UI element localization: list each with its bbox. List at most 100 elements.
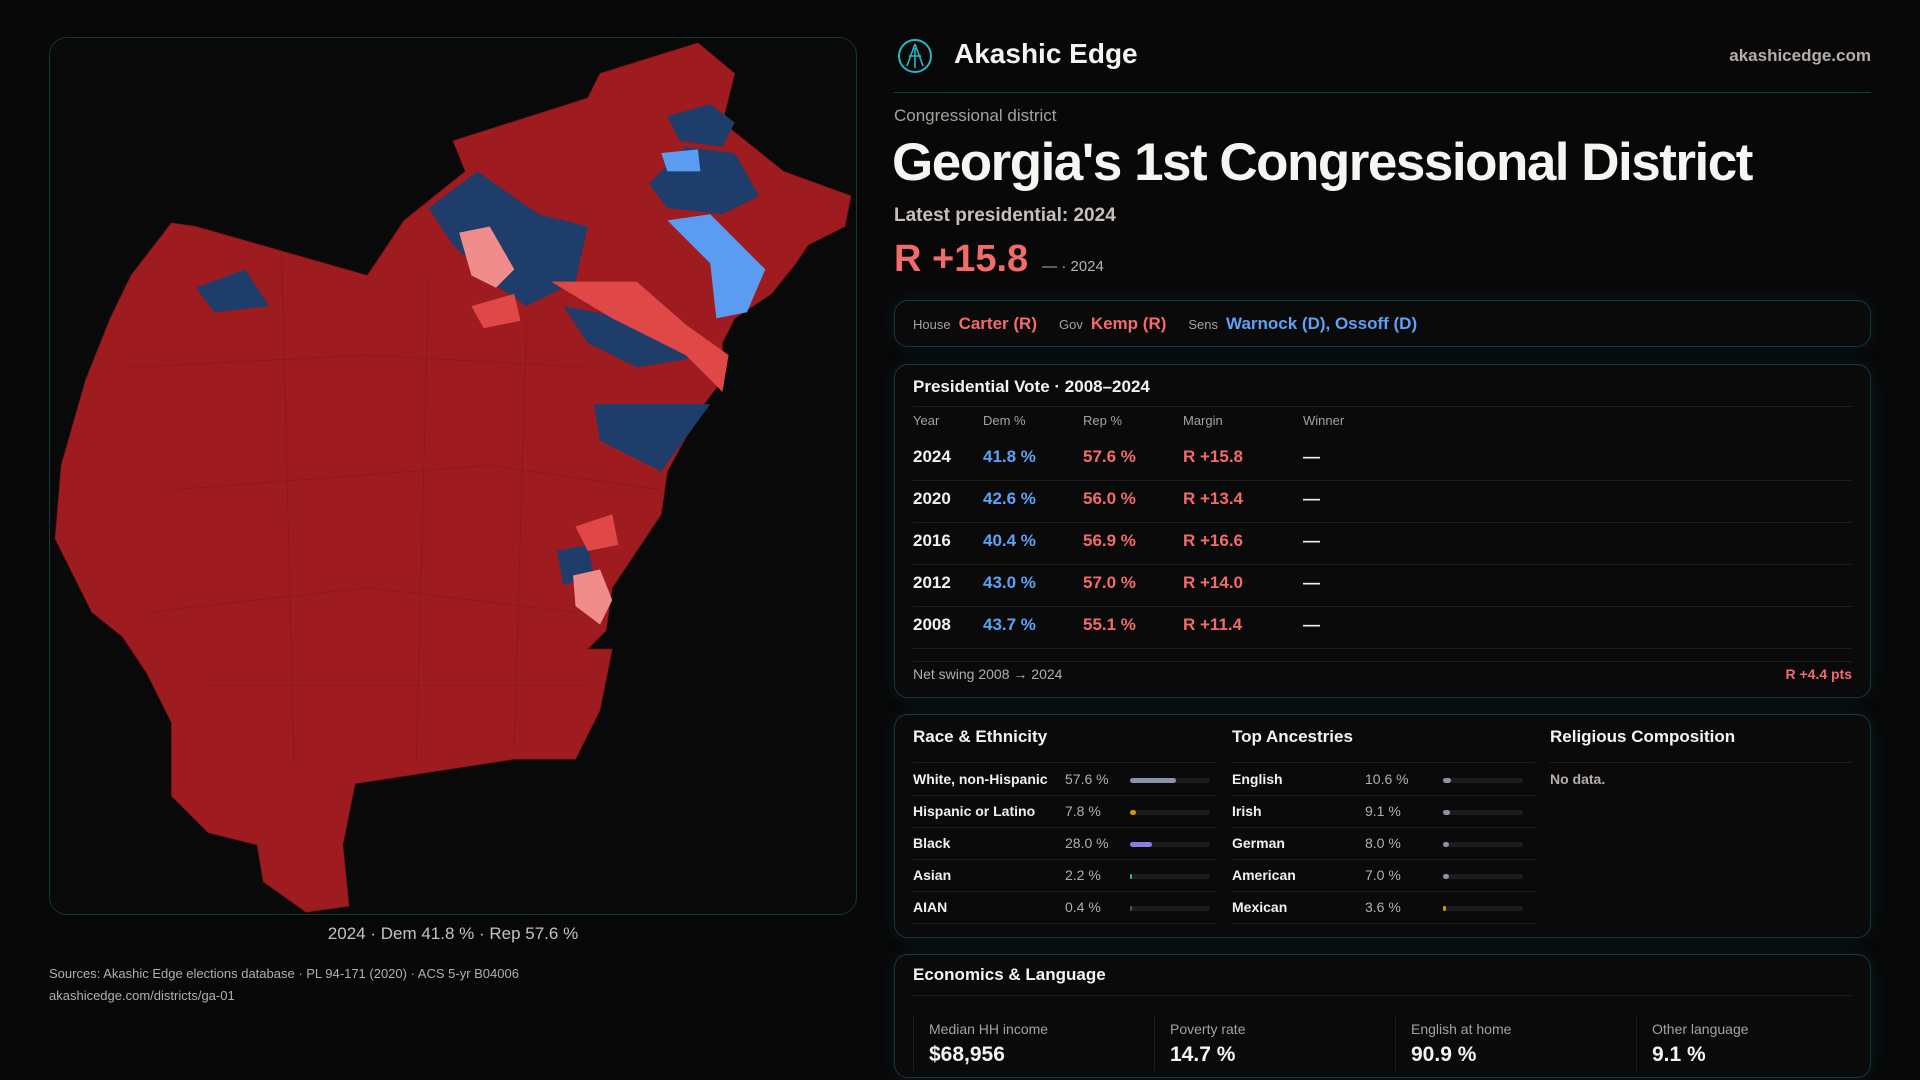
ancestry-label: English [1232,771,1283,787]
cell: 56.0 % [1083,489,1136,508]
ancestry-value: 9.1 % [1365,803,1401,819]
cell: 57.0 % [1083,573,1136,592]
race-bar [1130,778,1210,783]
rep-lean-precinct [471,293,521,329]
dem-precinct [667,104,735,147]
ancestry-value: 10.6 % [1365,771,1409,787]
officials-bar: House Carter (R) Gov Kemp (R) Sens Warno… [894,300,1871,347]
cell: — [1303,615,1320,634]
stat-label: Poverty rate [1170,1021,1246,1037]
col-rep: Rep % [1083,413,1123,428]
cell: 2012 [913,573,951,592]
district-url[interactable]: akashicedge.com/districts/ga-01 [49,988,235,1003]
col-year: Year [913,413,940,428]
ancestry-bar [1443,842,1523,847]
cell: 43.7 % [983,615,1036,634]
stat-value: 90.9 % [1411,1043,1477,1066]
latest-presidential: Latest presidential: 2024 [894,205,1116,226]
col-winner: Winner [1303,413,1345,428]
dem-precinct [428,171,588,307]
ancestry-bar-fill [1443,906,1446,911]
race-label: Asian [913,867,952,883]
house-rep: Carter (R) [958,314,1037,333]
race-label: Hispanic or Latino [913,803,1036,819]
sens-label: Sens [1188,317,1219,332]
cell: 41.8 % [983,447,1036,466]
district-shape [54,42,852,913]
race-bar [1130,906,1210,911]
cell: 42.6 % [983,489,1036,508]
cell: R +15.8 [1183,447,1244,466]
akashic-logo-icon [898,39,932,73]
governor: Kemp (R) [1090,314,1167,333]
cell: — [1303,489,1320,508]
cell: 40.4 % [983,531,1036,550]
stat-label: Other language [1652,1021,1749,1037]
stat-label: English at home [1411,1021,1512,1037]
cell: 2020 [913,489,951,508]
house-label: House [913,317,951,332]
ancestry-bar-fill [1443,874,1449,879]
map-caption: 2024 · Dem 41.8 % · Rep 57.6 % [327,924,579,943]
cell: — [1303,573,1320,592]
county-lines [131,251,662,760]
page-title: Georgia's 1st Congressional District [892,133,1753,192]
cell: 2024 [913,447,951,466]
ancestry-label: German [1232,835,1285,851]
race-bar-fill [1130,906,1132,911]
rep-light-precinct [573,569,613,625]
dem-light-precinct [661,149,701,172]
cell: R +14.0 [1183,573,1244,592]
stat-value: 14.7 % [1170,1043,1236,1066]
dem-precinct [593,404,711,472]
race-bar-fill [1130,810,1137,815]
headline-margin: R +15.8 [894,238,1029,280]
cell: 2008 [913,615,951,634]
ancestry-bar [1443,906,1523,911]
race-bar-fill [1130,874,1132,879]
cell: — [1303,447,1320,466]
page-kicker: Congressional district [894,106,1057,125]
ancestry-value: 8.0 % [1365,835,1401,851]
ancestry-title: Top Ancestries [1232,727,1353,746]
race-value: 7.8 % [1065,803,1101,819]
ancestry-label: Mexican [1232,899,1288,915]
stat-value: $68,956 [929,1043,1005,1066]
rep-lean-precinct [551,281,729,392]
ancestry-bar [1443,778,1523,783]
ancestry-value: 7.0 % [1365,867,1401,883]
race-bar-fill [1130,842,1153,847]
cell: R +11.4 [1183,615,1243,634]
religion-empty: No data. [1550,771,1606,787]
dem-precinct [563,306,711,368]
cell: 57.6 % [1083,447,1136,466]
ancestry-bar [1443,810,1523,815]
col-margin: Margin [1183,413,1223,428]
race-bar-fill [1130,778,1177,783]
demographics-card: Race & Ethnicity Top Ancestries Religiou… [894,714,1871,938]
race-value: 57.6 % [1065,771,1109,787]
religion-title: Religious Composition [1550,727,1736,746]
sources-note: Sources: Akashic Edge elections database… [49,966,519,981]
cell: 55.1 % [1083,615,1136,634]
headline-margin-sub: — · 2024 [1042,258,1104,275]
race-value: 0.4 % [1065,899,1101,915]
cell: — [1303,531,1320,550]
race-bar [1130,810,1210,815]
rep-light-precinct [459,226,515,288]
race-label: Black [913,835,951,851]
dem-precinct [195,269,270,313]
race-value: 28.0 % [1065,835,1109,851]
presidential-vote-card: Presidential Vote · 2008–2024 Year Dem %… [894,364,1871,698]
race-bar [1130,842,1210,847]
stat-value: 9.1 % [1652,1043,1706,1066]
cell: R +13.4 [1183,489,1244,508]
rep-lean-precinct [575,514,619,552]
dem-light-precinct [667,214,766,319]
site-link[interactable]: akashicedge.com [1729,46,1871,65]
card-title: Presidential Vote · 2008–2024 [913,377,1150,396]
net-swing-label: Net swing 2008 → 2024 [913,666,1063,682]
ancestry-bar [1443,874,1523,879]
ancestry-value: 3.6 % [1365,899,1401,915]
